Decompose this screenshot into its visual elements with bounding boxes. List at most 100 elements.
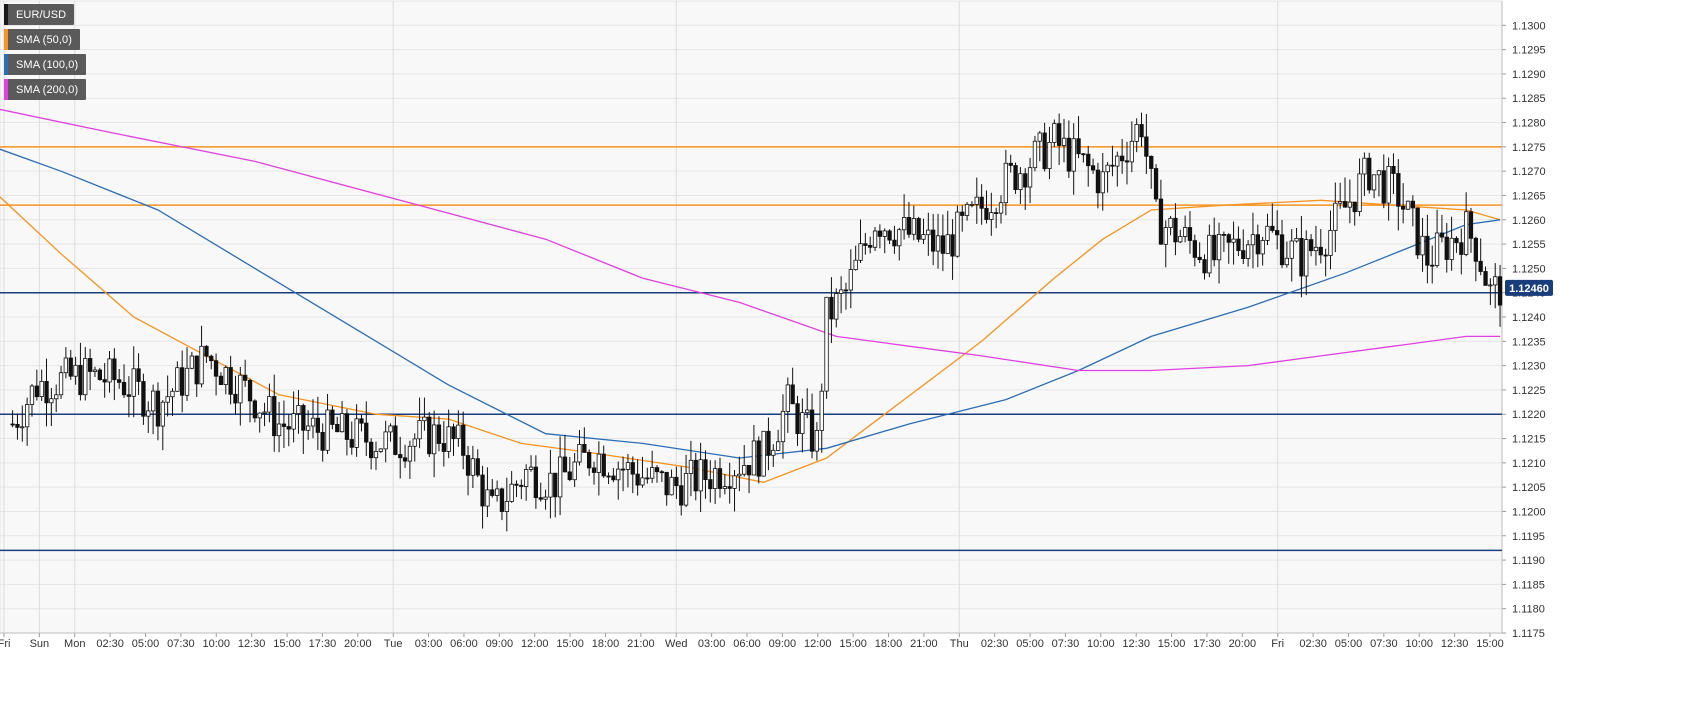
candle-up [1052, 123, 1057, 143]
candle-down [1410, 200, 1415, 209]
x-tick-label: 21:00 [627, 638, 655, 650]
legend-label: SMA (50,0) [16, 33, 73, 46]
candle-down [44, 380, 49, 404]
candle-up [625, 462, 631, 470]
x-tick-label: Thu [950, 638, 969, 650]
y-tick-label: 1.1265 [1512, 190, 1546, 202]
x-tick-label: 12:00 [804, 638, 832, 650]
candle-up [73, 364, 78, 377]
candle-down [756, 440, 761, 477]
candle-down [320, 431, 325, 451]
candle-down [301, 405, 306, 431]
candle-down [1086, 153, 1091, 167]
x-tick-label: 10:00 [203, 638, 231, 650]
candle-down [703, 459, 708, 481]
candle-down [242, 374, 248, 381]
candle-up [1105, 164, 1110, 173]
legend-item-sma100[interactable]: SMA (100,0) [4, 54, 87, 75]
candle-up [1338, 201, 1343, 204]
x-tick-label: 10:00 [1405, 638, 1433, 650]
candle-up [902, 216, 907, 231]
candle-up [184, 367, 190, 396]
candle-down [1309, 239, 1314, 252]
candle-up [49, 398, 54, 404]
candle-down [228, 367, 233, 395]
x-tick-label: 05:00 [1335, 638, 1363, 650]
candle-down [1401, 205, 1406, 210]
x-tick-label: 06:00 [733, 638, 761, 650]
y-tick-label: 1.1270 [1512, 166, 1546, 178]
candle-up [485, 489, 490, 507]
candle-down [630, 462, 635, 475]
candle-down [1454, 237, 1459, 244]
candle-up [989, 212, 994, 220]
candle-down [1473, 237, 1478, 262]
candle-up [771, 449, 776, 456]
candle-down [1352, 201, 1357, 213]
candle-up [1134, 124, 1139, 142]
candle-up [1003, 162, 1008, 204]
x-tick-label: 12:00 [521, 638, 549, 650]
x-tick-label: 03:00 [415, 638, 443, 650]
candle-up [1376, 170, 1382, 176]
candle-down [843, 289, 849, 292]
candle-up [199, 345, 204, 385]
candle-down [950, 234, 955, 257]
candle-down [1221, 233, 1226, 236]
candle-up [577, 443, 582, 463]
y-tick-label: 1.1280 [1512, 118, 1546, 130]
candle-up [1246, 244, 1251, 260]
candle-up [170, 390, 175, 398]
candle-down [1013, 165, 1018, 191]
candle-down [906, 216, 912, 235]
legend-item-sma200[interactable]: SMA (200,0) [4, 79, 87, 100]
candle-up [1115, 155, 1120, 167]
candle-down [315, 417, 321, 433]
y-tick-label: 1.1295 [1512, 45, 1546, 57]
candle-down [1212, 234, 1217, 261]
candle-down [359, 418, 364, 424]
legend-item-sma50[interactable]: SMA (50,0) [4, 29, 81, 50]
candle-up [383, 431, 388, 450]
candle-down [717, 468, 723, 489]
y-tick-label: 1.1185 [1512, 579, 1545, 591]
candle-down [1066, 137, 1071, 172]
x-tick-label: 12:30 [238, 638, 266, 650]
legend-label: EUR/USD [16, 8, 67, 21]
x-tick-label: 15:00 [1476, 638, 1504, 650]
x-tick-label: 15:00 [273, 638, 301, 650]
y-tick-label: 1.1235 [1512, 336, 1546, 348]
legend-item-eurusd[interactable]: EUR/USD [4, 4, 75, 25]
candle-up [761, 430, 766, 477]
y-tick-label: 1.1195 [1512, 531, 1545, 543]
x-tick-label: 06:00 [450, 638, 478, 650]
x-tick-label: 07:30 [1052, 638, 1080, 650]
candle-down [1425, 235, 1430, 266]
candle-up [800, 412, 805, 435]
candle-up [1047, 141, 1052, 169]
y-tick-label: 1.1260 [1512, 215, 1546, 227]
candle-down [1439, 232, 1445, 238]
candle-up [1333, 202, 1338, 231]
candle-up [146, 410, 151, 417]
candle-up [291, 413, 296, 430]
candle-up [417, 420, 422, 440]
candle-down [10, 423, 15, 426]
x-tick-label: 17:30 [1193, 638, 1221, 650]
candle-down [213, 360, 219, 377]
x-tick-label: Wed [665, 638, 687, 650]
candle-up [722, 486, 727, 489]
candle-down [1497, 276, 1503, 306]
candle-up [24, 404, 30, 428]
candle-up [1449, 237, 1454, 260]
candle-down [674, 476, 679, 487]
candle-up [848, 269, 853, 291]
candle-down [1318, 246, 1323, 256]
candle-up [1405, 200, 1411, 210]
candle-up [1207, 234, 1212, 274]
candle-down [349, 439, 354, 448]
candle-down [117, 379, 122, 383]
candle-down [664, 471, 669, 496]
candle-up [872, 230, 878, 248]
